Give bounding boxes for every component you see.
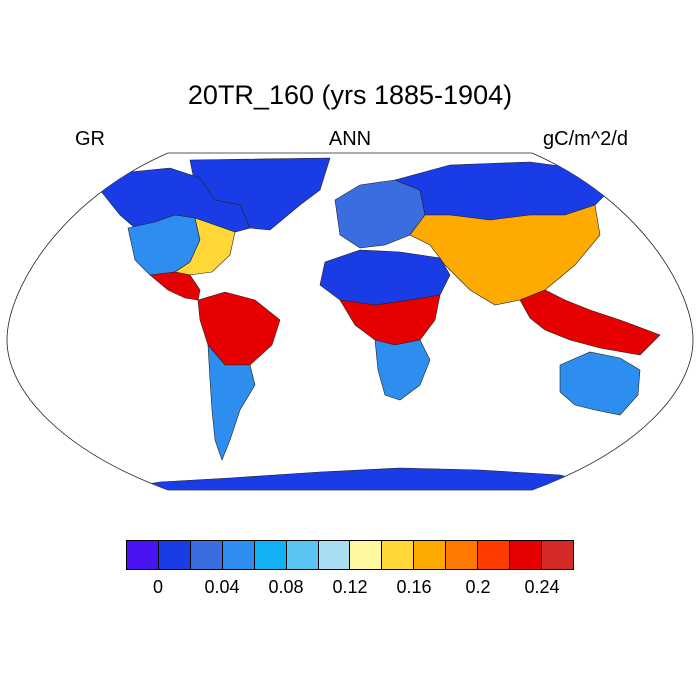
colorbar-swatch (510, 541, 542, 569)
colorbar-swatch (541, 541, 573, 569)
colorbar-swatch (222, 541, 255, 569)
colorbar-swatch (478, 541, 511, 569)
colorbar-tick-label: 0.04 (204, 577, 240, 597)
colorbar-tick-label: 0.24 (524, 577, 560, 597)
colorbar-swatch (254, 541, 287, 569)
map-title: 20TR_160 (yrs 1885-1904) (187, 80, 513, 110)
colorbar (126, 540, 574, 570)
region-southeast-asia (519, 289, 661, 356)
colorbar-swatch (286, 541, 319, 569)
colorbar-swatch (446, 541, 479, 569)
colorbar-swatch (318, 541, 351, 569)
colorbar-swatch (414, 541, 447, 569)
colorbar-swatch (382, 541, 415, 569)
colorbar-tick-label: 0.12 (332, 577, 368, 597)
region-antarctica (99, 467, 611, 490)
colorbar-swatch (350, 541, 383, 569)
colorbar-swatch (190, 541, 223, 569)
variable-label: GR (75, 128, 105, 150)
region-africa-south (374, 339, 431, 401)
region-north-america-east (174, 217, 236, 276)
season-label: ANN (328, 128, 372, 150)
colorbar-tick-label: 0 (152, 577, 164, 597)
region-south-america-amazon (197, 291, 281, 366)
region-asia-south (409, 204, 601, 306)
region-south-america-south (207, 344, 256, 461)
region-central-america (149, 271, 201, 301)
colorbar-swatch (127, 541, 159, 569)
colorbar-tick-label: 0.2 (465, 577, 491, 597)
colorbar-tick-label: 0.08 (268, 577, 304, 597)
colorbar-swatch (158, 541, 191, 569)
region-africa-central (339, 294, 441, 346)
region-australia (559, 351, 641, 416)
units-label: gC/m^2/d (543, 128, 628, 150)
colorbar-tick-label: 0.16 (396, 577, 432, 597)
